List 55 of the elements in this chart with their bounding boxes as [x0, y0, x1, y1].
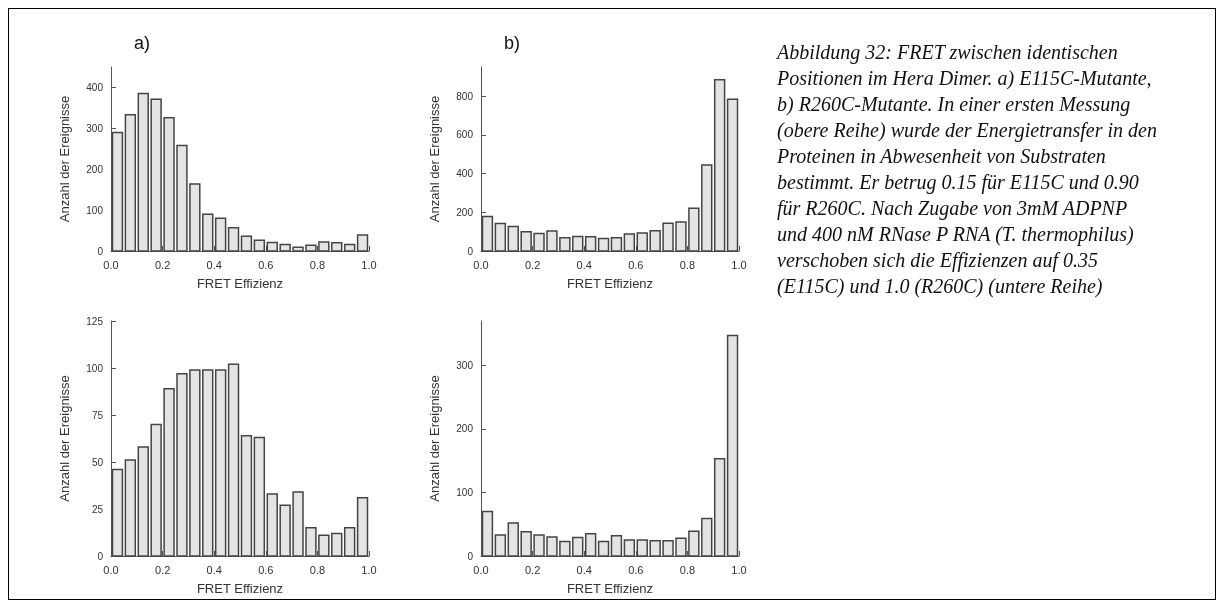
- chart-title: a): [134, 33, 151, 53]
- y-tick-label: 100: [86, 362, 104, 374]
- x-tick-label: 0.2: [524, 563, 541, 576]
- y-axis-title: Anzahl der Ereignisse: [57, 95, 72, 223]
- x-axis-title: FRET Effizienz: [566, 276, 654, 291]
- y-tick-label: 25: [91, 503, 104, 515]
- x-tick-label: 0.2: [154, 563, 171, 576]
- x-tick-label: 0.0: [473, 563, 489, 576]
- x-tick-label: 0.0: [103, 258, 119, 271]
- x-axis-title: FRET Effizienz: [566, 581, 654, 596]
- y-tick-label: 125: [86, 315, 104, 327]
- x-tick-label: 0.6: [258, 563, 274, 576]
- y-tick-label: 600: [456, 129, 474, 141]
- x-tick-label: 0.4: [576, 563, 592, 576]
- chart-title: b): [504, 33, 521, 53]
- y-axis-title: Anzahl der Ereignisse: [57, 375, 72, 502]
- y-axis-title: Anzahl der Ereignisse: [427, 375, 442, 502]
- x-axis-title: FRET Effizienz: [196, 581, 284, 596]
- x-tick-label: 1.0: [731, 258, 747, 271]
- x-tick-label: 0.0: [473, 258, 489, 271]
- y-tick-label: 100: [86, 204, 104, 216]
- x-tick-label: 1.0: [361, 563, 377, 576]
- x-tick-label: 0.8: [309, 563, 326, 576]
- x-tick-label: 0.6: [628, 563, 644, 576]
- x-tick-label: 0.8: [679, 563, 696, 576]
- y-tick-label: 0: [97, 550, 104, 562]
- y-tick-label: 300: [86, 122, 104, 134]
- x-tick-label: 0.8: [309, 258, 326, 271]
- y-tick-label: 0: [467, 550, 474, 562]
- y-tick-label: 75: [91, 409, 104, 421]
- x-tick-label: 0.0: [103, 563, 119, 576]
- y-tick-label: 800: [456, 90, 474, 102]
- y-tick-label: 200: [456, 206, 474, 218]
- x-tick-label: 0.4: [206, 563, 222, 576]
- y-tick-label: 400: [456, 168, 474, 180]
- x-axis-title: FRET Effizienz: [196, 276, 284, 291]
- x-tick-label: 0.2: [524, 258, 541, 271]
- y-tick-label: 400: [86, 81, 104, 93]
- x-tick-label: 0.6: [258, 258, 274, 271]
- x-tick-label: 0.2: [154, 258, 171, 271]
- x-tick-label: 1.0: [731, 563, 747, 576]
- y-tick-label: 200: [456, 423, 474, 435]
- x-tick-label: 0.8: [679, 258, 696, 271]
- y-tick-label: 100: [456, 486, 474, 498]
- y-tick-label: 50: [91, 456, 104, 468]
- y-tick-label: 200: [86, 163, 104, 175]
- y-axis-title: Anzahl der Ereignisse: [427, 95, 442, 223]
- y-tick-label: 0: [97, 245, 104, 257]
- y-tick-label: 300: [456, 359, 474, 371]
- x-tick-label: 0.4: [576, 258, 592, 271]
- y-tick-label: 0: [467, 245, 474, 257]
- x-tick-label: 1.0: [361, 258, 377, 271]
- x-tick-label: 0.6: [628, 258, 644, 271]
- x-tick-label: 0.4: [206, 258, 222, 271]
- text: Abbildung 32: FRET zwischen identischen Positionen im Hera Dimer. a) E115C-Mutante, b) R260C-Mutante. In einer ersten Messung (obere Reihe) wurde der Energietransfer in den Proteinen in Abwesenheit von Substraten bestimmt. Er betrug 0.15 für E115C und 0.90 für R260C. Nach Zugabe von 3mM ADPNP und 400 nM RNase P RNA (T. thermophilus) verschoben sich die Effizienzen auf 0.35 (E115C) und 1.0 (R260C) (untere Reihe): [777, 41, 1157, 297]
